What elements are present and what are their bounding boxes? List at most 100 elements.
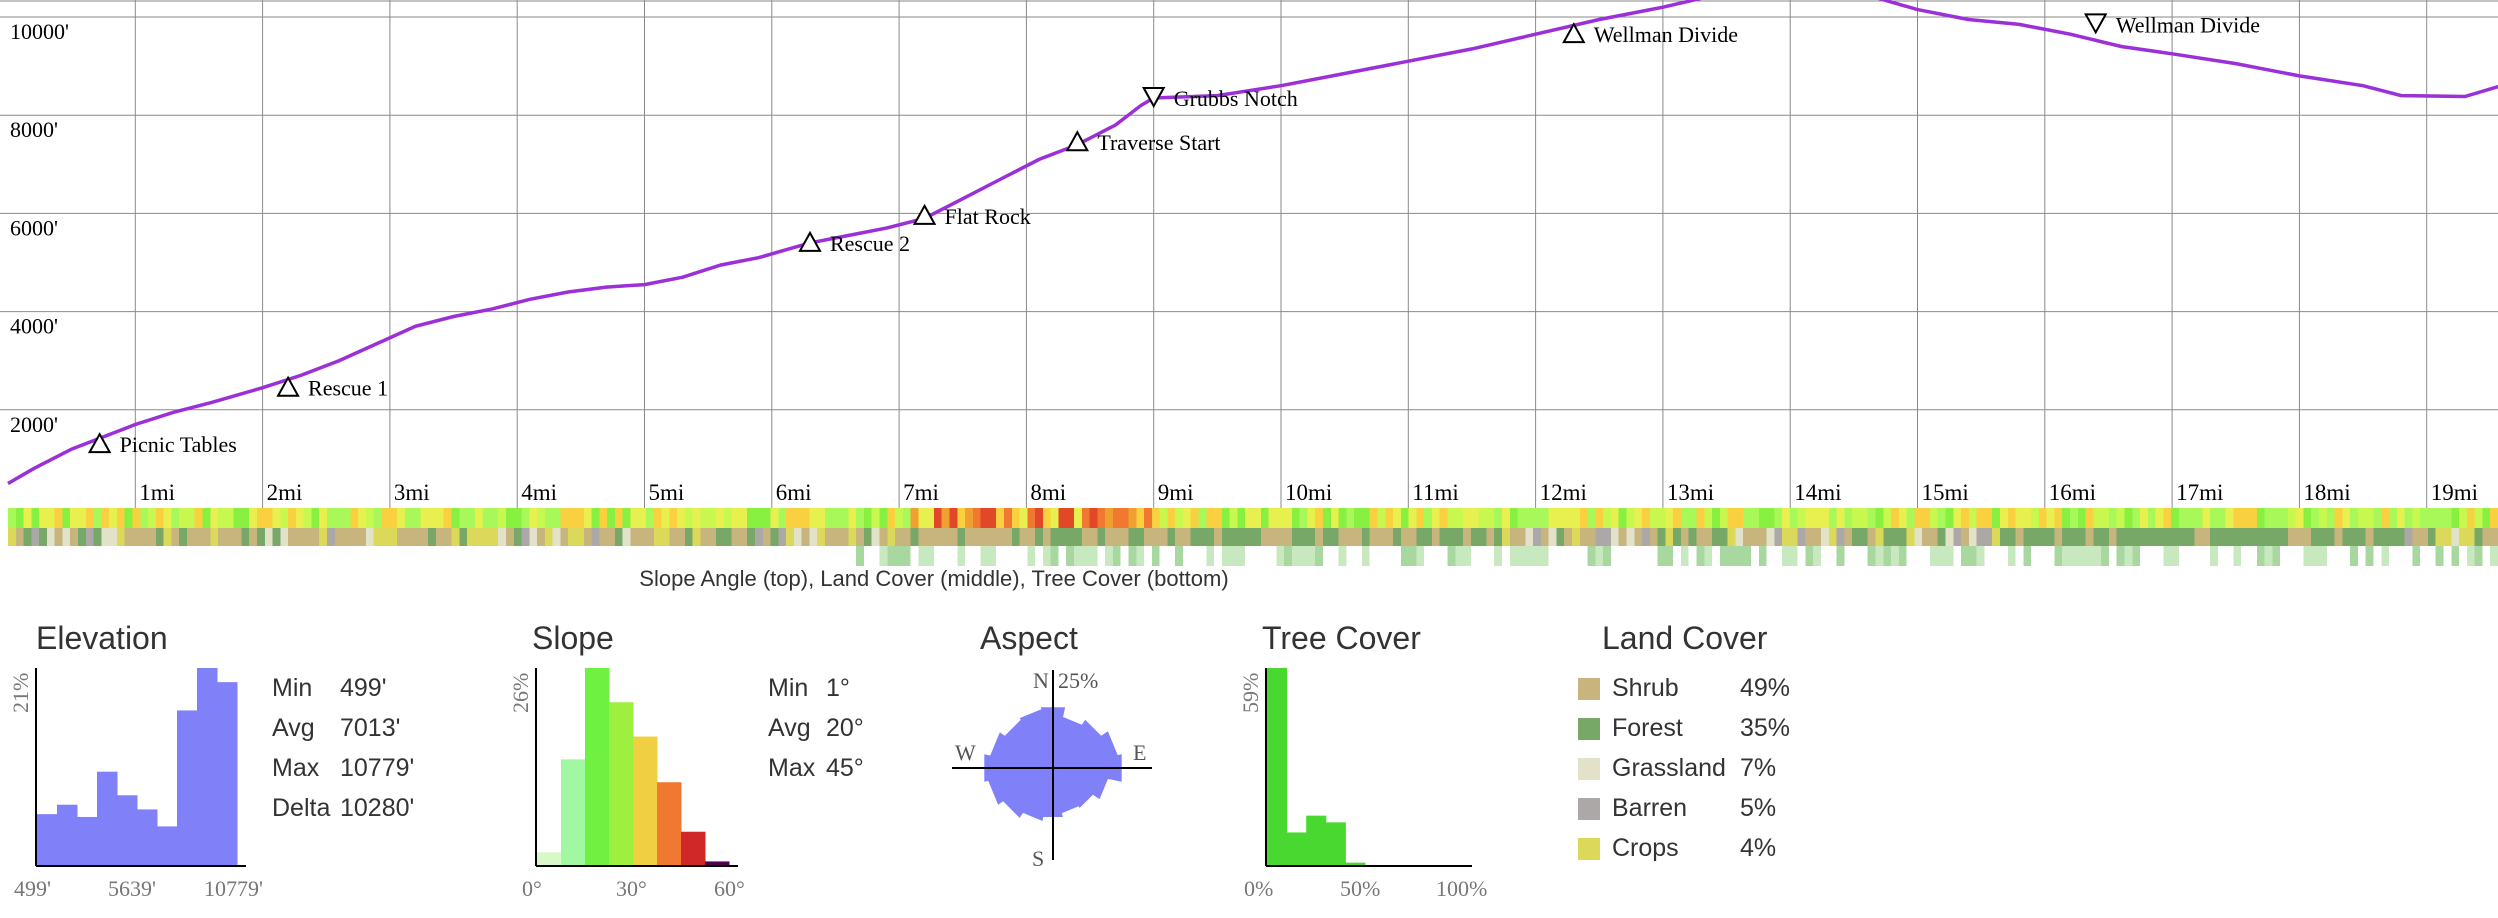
x-tick-label: 8mi [1030, 480, 1066, 505]
x-tick-label: 12mi [1540, 480, 1587, 505]
waypoint-label: Rescue 2 [830, 231, 910, 256]
histogram-max-label: 26% [508, 673, 533, 713]
histogram-bar [177, 710, 198, 866]
slope-panel-title: Slope [532, 620, 614, 656]
x-tick-label: 16mi [2049, 480, 2096, 505]
legend-percentage: 4% [1740, 834, 1777, 862]
legend-swatch [1578, 758, 1600, 780]
legend-label: Shrub [1612, 674, 1679, 702]
tree-cover-panel-title: Tree Cover [1262, 620, 1421, 656]
x-tick-label: 13mi [1667, 480, 1714, 505]
legend-swatch [1578, 838, 1600, 860]
histogram-tick-label: 10779' [204, 876, 263, 901]
x-tick-label: 1mi [139, 480, 175, 505]
x-tick-label: 5mi [649, 480, 685, 505]
waypoint-label: Wellman Divide [2116, 12, 2260, 37]
x-tick-label: 17mi [2176, 480, 2223, 505]
aspect-south-label: S [1032, 846, 1044, 871]
waypoint-label: Grubbs Notch [1174, 86, 1298, 111]
profile-x-ticks: 1mi 2mi 3mi 4mi 5mi 6mi 7mi 8mi 9mi 10mi 11mi 12mi 1… [139, 480, 2478, 505]
waypoint-marker [2084, 13, 2108, 35]
legend-percentage: 5% [1740, 794, 1777, 822]
waypoint-marker [798, 230, 822, 252]
profile-background [0, 0, 2498, 508]
elevation-max-label: Max [272, 754, 320, 782]
slope-max-label: Max [768, 754, 816, 782]
histogram-bar [657, 782, 682, 866]
land-cover-strip [8, 528, 2498, 546]
slope-avg-label: Avg [768, 714, 811, 742]
profile-y-ticks: 2000' 4000' 6000' 8000' 10000' [10, 19, 69, 437]
legend-label: Crops [1612, 834, 1679, 862]
elevation-delta-value: 10280' [340, 794, 415, 822]
legend-label: Grassland [1612, 754, 1726, 782]
x-tick-label: 3mi [394, 480, 430, 505]
legend-percentage: 7% [1740, 754, 1777, 782]
aspect-west-label: W [955, 740, 976, 765]
waypoint-annotations: Picnic Tables Rescue 1 Rescue 2 Flat Rock Tr… [87, 12, 2260, 457]
elevation-panel-title: Elevation [36, 620, 168, 656]
histogram-bar [585, 668, 610, 866]
histogram-bar [1345, 862, 1366, 866]
waypoint-label: Picnic Tables [120, 432, 237, 457]
histogram-tick-label: 100% [1436, 876, 1487, 901]
waypoint-label: Flat Rock [945, 204, 1031, 229]
slope-min-value: 1° [826, 674, 850, 702]
waypoint-marker [1142, 87, 1166, 109]
tree-cover-histogram: 59% 0% 50% 100% [1238, 668, 1487, 901]
histogram-tick-label: 60° [714, 876, 745, 901]
elevation-profile-chart: 2000' 4000' 6000' 8000' 10000' 1mi 2mi 3mi 4mi 5… [0, 0, 2498, 508]
histogram-bar [1267, 668, 1288, 866]
histogram-bar [117, 795, 138, 866]
aspect-panel-title: Aspect [980, 620, 1078, 656]
y-tick-label: 10000' [10, 19, 69, 44]
y-tick-label: 6000' [10, 215, 58, 240]
histogram-bar [537, 852, 562, 866]
x-tick-label: 15mi [1922, 480, 1969, 505]
aspect-rose: N 25% W E S [952, 668, 1152, 871]
histogram-bar [197, 668, 218, 866]
x-tick-label: 10mi [1285, 480, 1332, 505]
x-tick-label: 18mi [2303, 480, 2350, 505]
legend-swatch [1578, 798, 1600, 820]
x-tick-label: 9mi [1158, 480, 1194, 505]
x-tick-label: 4mi [521, 480, 557, 505]
waypoint-marker [912, 203, 937, 225]
histogram-bar [633, 736, 658, 866]
waypoint-label: Wellman Divide [1594, 22, 1738, 47]
histogram-bar [97, 771, 118, 866]
x-tick-label: 14mi [1794, 480, 1841, 505]
waypoint-marker [87, 432, 112, 454]
histogram-tick-label: 0° [522, 876, 542, 901]
histogram-bar [1286, 832, 1307, 866]
histogram-bar [681, 831, 706, 866]
histogram-bar [37, 814, 58, 866]
x-tick-label: 11mi [1412, 480, 1458, 505]
waypoint-marker [1065, 130, 1090, 152]
land-cover-panel-title: Land Cover [1602, 620, 1768, 656]
histogram-tick-label: 5639' [108, 876, 156, 901]
slope-avg-value: 20° [826, 714, 864, 742]
histogram-bar [77, 816, 98, 866]
profile-grid [0, 0, 2498, 508]
x-tick-label: 2mi [267, 480, 303, 505]
legend-swatch [1578, 718, 1600, 740]
legend-label: Barren [1612, 794, 1688, 822]
histogram-bar [57, 804, 78, 866]
waypoint-marker [276, 375, 300, 397]
elevation-histogram: 21% 499' 5639' 10779' [8, 668, 263, 901]
histogram-max-label: 21% [8, 673, 33, 713]
legend-percentage: 49% [1740, 674, 1791, 702]
elevation-avg-label: Avg [272, 714, 315, 742]
x-tick-label: 6mi [776, 480, 812, 505]
histogram-bar [609, 702, 634, 866]
slope-angle-strip [8, 508, 2498, 528]
histogram-bar [1325, 822, 1346, 866]
histogram-tick-label: 499' [14, 876, 51, 901]
histogram-bar [137, 809, 158, 866]
histogram-bar [1306, 815, 1327, 866]
x-tick-label: 19mi [2431, 480, 2478, 505]
elevation-avg-value: 7013' [340, 714, 401, 742]
legend-label: Forest [1612, 714, 1683, 742]
histogram-tick-label: 0% [1244, 876, 1273, 901]
